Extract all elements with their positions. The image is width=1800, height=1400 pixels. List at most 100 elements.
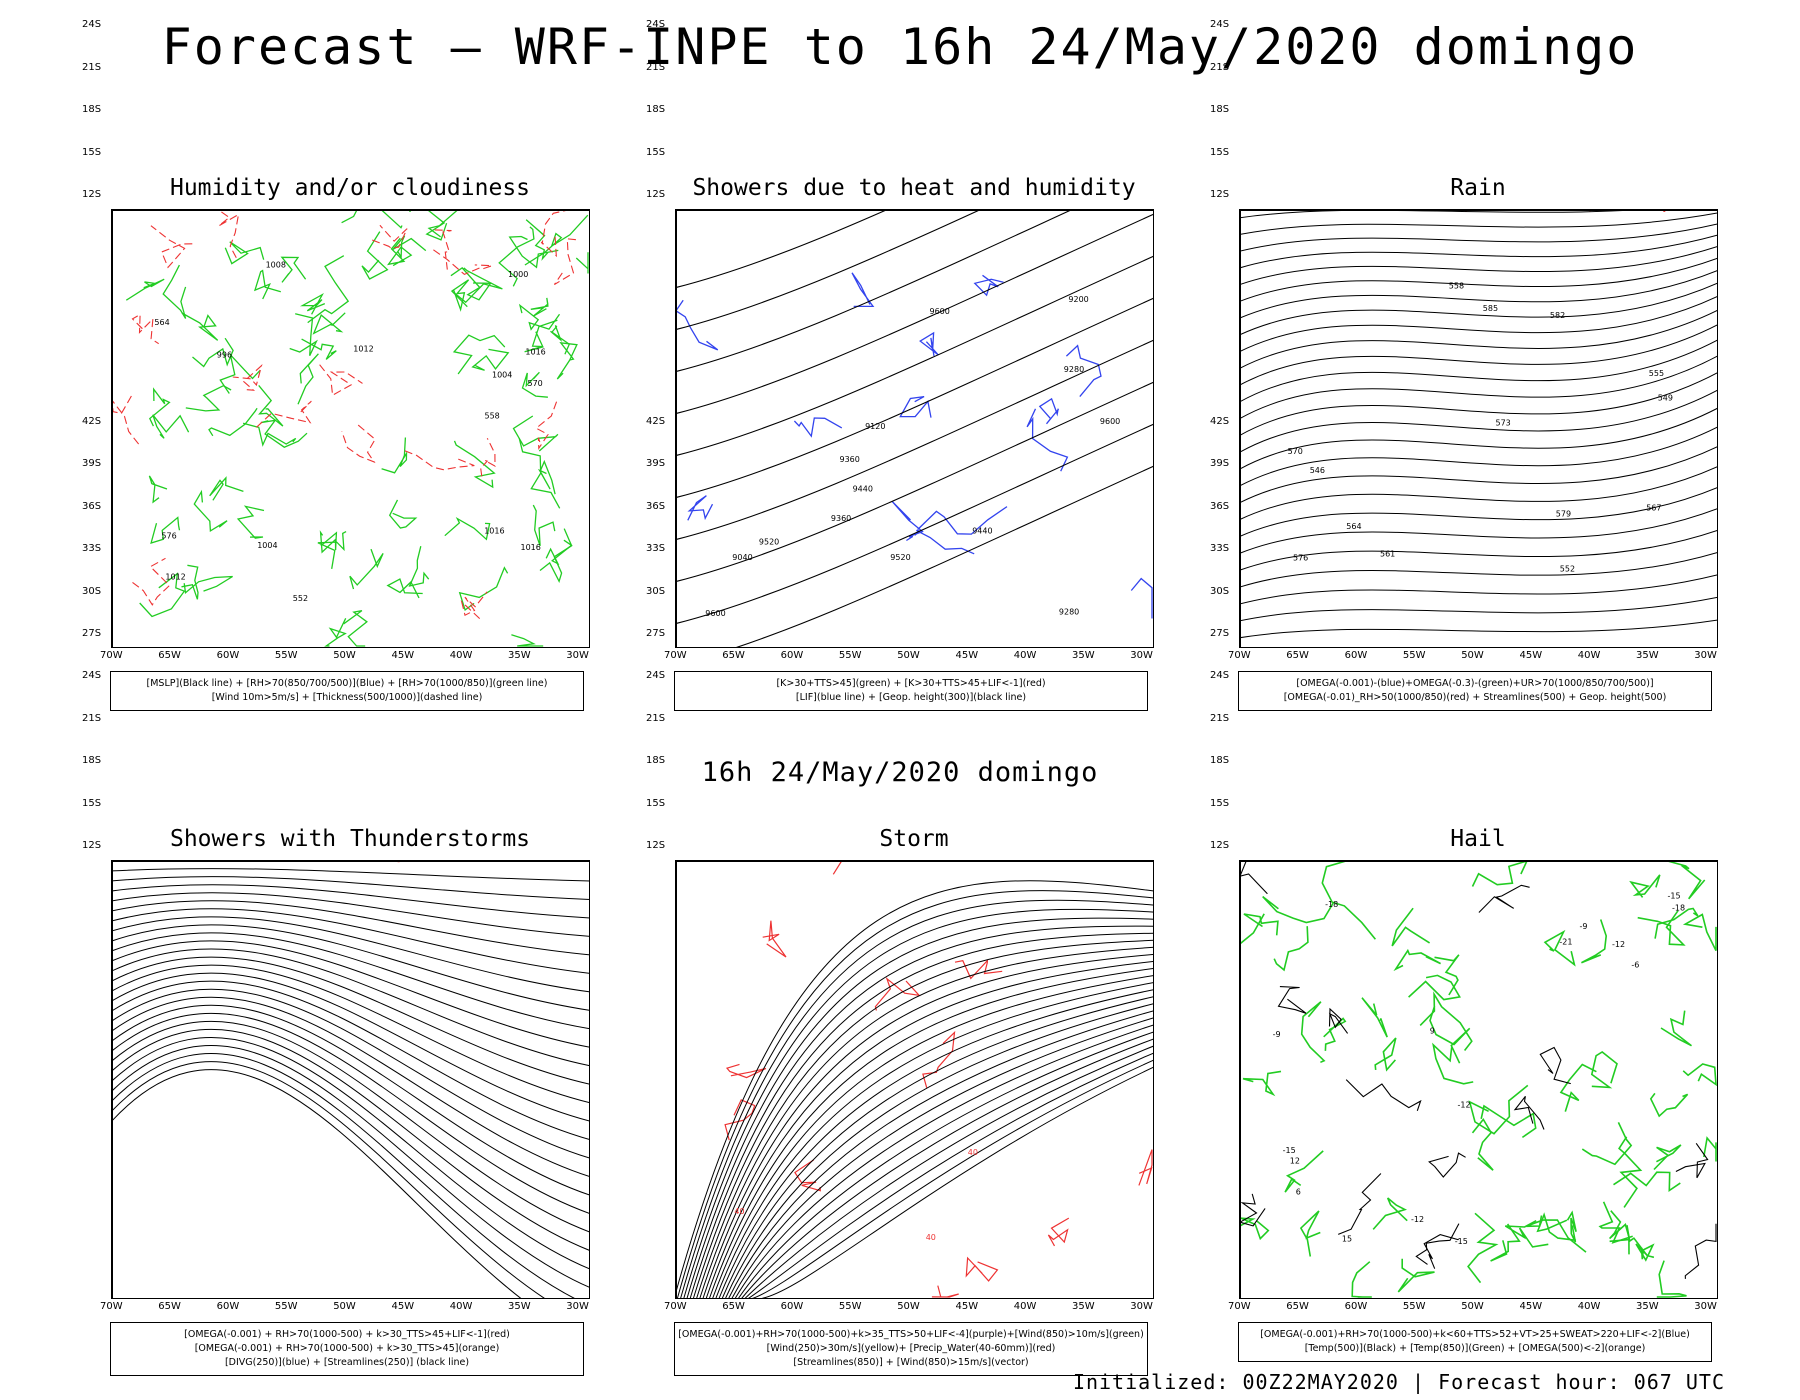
contour-label: 582 xyxy=(1550,311,1565,320)
streamlines-500 xyxy=(1240,210,1718,639)
panel-legend: [OMEGA(-0.001) + RH>70(1000-500) + k>30_… xyxy=(110,1322,584,1376)
legend-line: [OMEGA(-0.001)-(blue)+OMEGA(-0.3)-(green… xyxy=(1296,678,1654,689)
lat-tick-label: 24S xyxy=(82,19,102,31)
lon-tick-label: 30W xyxy=(1694,1301,1717,1312)
lat-tick-label: 42S xyxy=(1210,416,1230,427)
lat-tick-label: 21S xyxy=(82,712,102,724)
panel-legend: [OMEGA(-0.001)+RH>70(1000-500)+k<60+TTS>… xyxy=(1238,1322,1712,1362)
lat-tick-label: 27S xyxy=(646,627,666,639)
contour-label: 555 xyxy=(1649,369,1664,378)
lat-tick-label: 15S xyxy=(646,797,666,809)
lat-tick-label: 21S xyxy=(646,61,666,73)
contour-label: 12 xyxy=(1290,1157,1300,1166)
contour-label: 1012 xyxy=(165,573,185,582)
map-showers-heat: 9600 9600 9520 9440 9360 9280 9200 9120 9040 9600… xyxy=(675,209,1154,648)
lon-tick-label: 70W xyxy=(100,650,123,661)
lon-tick-label: 70W xyxy=(664,1301,687,1312)
lon-tick-label: 55W xyxy=(274,1301,298,1312)
lat-tick-label: 42S xyxy=(646,416,666,427)
lat-tick-label: 33S xyxy=(646,543,666,555)
lon-tick-label: 40W xyxy=(1577,1301,1601,1312)
lat-tick-label: 39S xyxy=(1210,458,1230,470)
legend-line: [MSLP](Black line) + [RH>70(850/700/500)… xyxy=(146,678,548,689)
legend-line: [OMEGA(-0.001) + RH>70(1000-500) + k>30_… xyxy=(194,1343,500,1354)
lat-tick-label: 18S xyxy=(82,104,102,116)
lat-tick-label: 18S xyxy=(82,755,102,767)
contour-label: 570 xyxy=(528,379,543,388)
legend-line: [OMEGA(-0.001) + RH>70(1000-500) + k>30_… xyxy=(184,1329,510,1340)
lat-tick-label: 18S xyxy=(646,755,666,767)
lon-tick-label: 60W xyxy=(1344,1301,1368,1312)
lon-tick-label: 65W xyxy=(1286,1301,1309,1312)
contour-label: -15 xyxy=(1455,1237,1468,1246)
lon-tick-label: 70W xyxy=(100,1301,123,1312)
contour-label: 1000 xyxy=(508,270,528,279)
contour-label: 1004 xyxy=(257,541,277,550)
contour-label: -18 xyxy=(1325,900,1338,909)
lon-tick-label: 55W xyxy=(1402,1301,1426,1312)
contour-label: -12 xyxy=(1458,1100,1471,1109)
map-humidity: 1016 1016 1016 1012 1012 1008 1004 1004 1000 996 5… xyxy=(111,209,590,648)
lat-tick-label: 12S xyxy=(1210,188,1230,200)
legend-line: [OMEGA(-0.001)+RH>70(1000-500)+k<60+TTS>… xyxy=(1260,1329,1690,1340)
contour-label: 40 xyxy=(734,1207,744,1216)
panel-legend: [OMEGA(-0.001)-(blue)+OMEGA(-0.3)-(green… xyxy=(1238,671,1712,711)
contour-label: -15 xyxy=(1668,891,1681,900)
lat-tick-label: 39S xyxy=(82,458,102,470)
lon-tick-label: 30W xyxy=(1130,1301,1153,1312)
lat-tick-label: 12S xyxy=(82,839,102,851)
geopotential-contours xyxy=(676,210,1154,648)
contour-label: -9 xyxy=(1580,922,1588,931)
lon-tick-label: 40W xyxy=(449,650,473,661)
contour-label: 9600 xyxy=(1100,417,1120,426)
valid-time-subtitle: 16h 24/May/2020 domingo xyxy=(701,757,1099,788)
lon-tick-label: 30W xyxy=(1694,650,1717,661)
legend-line: [LIF](blue line) + [Geop. height(300)](b… xyxy=(795,692,1027,703)
contour-label: 570 xyxy=(1288,447,1303,456)
lon-tick-label: 65W xyxy=(722,650,745,661)
lon-tick-label: 60W xyxy=(1344,650,1368,661)
lat-tick-label: 30S xyxy=(82,585,102,597)
lon-tick-label: 55W xyxy=(838,1301,862,1312)
contour-label: 1016 xyxy=(484,526,504,535)
panel-title: Showers with Thunderstorms xyxy=(169,826,531,852)
lat-tick-label: 24S xyxy=(1210,19,1230,31)
lon-tick-label: 50W xyxy=(1461,1301,1484,1312)
lon-tick-label: 40W xyxy=(1577,650,1601,661)
map-rain: 585 582 579 576 573 570 567 564 561 558 555 552 549 5… xyxy=(1239,209,1718,648)
contour-label: 1016 xyxy=(521,543,541,552)
contour-label: -21 xyxy=(1559,937,1572,946)
panel-legend: [K>30+TTS>45](green) + [K>30+TTS>45+LIF<… xyxy=(674,671,1148,711)
contour-label: 549 xyxy=(1658,393,1673,402)
lat-tick-label: 24S xyxy=(646,670,666,682)
contour-label: 9360 xyxy=(840,455,860,464)
lat-tick-label: 24S xyxy=(646,19,666,31)
lat-tick-label: 12S xyxy=(1210,839,1230,851)
lon-tick-label: 50W xyxy=(1461,650,1484,661)
lat-tick-label: 33S xyxy=(82,543,102,555)
lat-tick-label: 36S xyxy=(1210,500,1230,512)
lon-tick-label: 40W xyxy=(1013,1301,1037,1312)
lon-tick-label: 30W xyxy=(566,1301,589,1312)
streamlines-850 xyxy=(676,880,1154,1299)
lon-tick-label: 50W xyxy=(333,650,356,661)
lon-tick-label: 30W xyxy=(566,650,589,661)
lat-tick-label: 24S xyxy=(1210,670,1230,682)
lon-tick-label: 70W xyxy=(1228,1301,1251,1312)
panel-legend: [MSLP](Black line) + [RH>70(850/700/500)… xyxy=(110,671,584,711)
contour-label: 558 xyxy=(485,412,500,421)
contour-label: 996 xyxy=(217,351,232,360)
lat-tick-label: 15S xyxy=(1210,146,1230,158)
panel-title: Showers due to heat and humidity xyxy=(692,175,1136,201)
lon-tick-label: 35W xyxy=(1636,650,1659,661)
lat-tick-label: 12S xyxy=(646,188,666,200)
contour-label: 585 xyxy=(1483,304,1498,313)
lon-tick-label: 65W xyxy=(158,650,181,661)
lon-tick-label: 50W xyxy=(333,1301,356,1312)
lat-tick-label: 39S xyxy=(646,458,666,470)
map-thunderstorms xyxy=(111,860,590,1299)
contour-label: 9200 xyxy=(1068,295,1088,304)
lon-tick-label: 50W xyxy=(897,1301,920,1312)
lat-tick-label: 15S xyxy=(82,797,102,809)
map-storm: 40 40 40 xyxy=(675,860,1154,1299)
